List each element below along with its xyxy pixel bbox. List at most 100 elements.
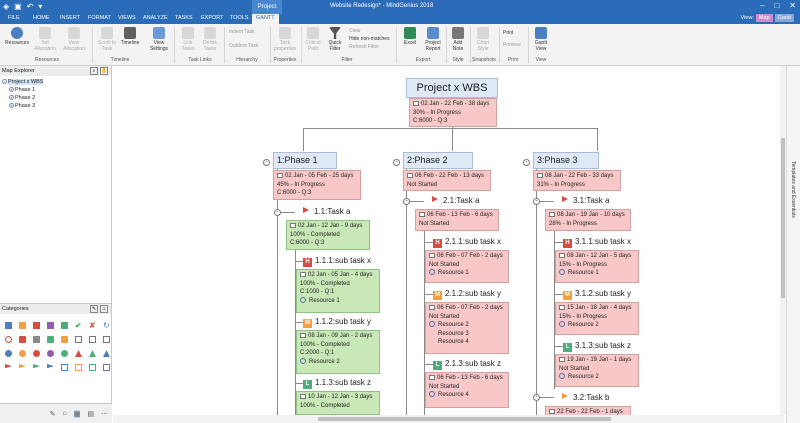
- tree-item-phase-3[interactable]: + Phase 3: [9, 103, 36, 109]
- task-3-2-info-card[interactable]: 22 Feb - 22 Feb - 1 days: [545, 406, 631, 415]
- subtask-3-1-1[interactable]: H 3.1.1:sub task x: [563, 237, 631, 248]
- root-topic[interactable]: Project x WBS: [406, 78, 498, 98]
- add-note-button[interactable]: Add Note: [448, 27, 468, 52]
- subtask-2-1-1-info-card[interactable]: 06 Feb - 07 Feb - 2 days Not Started Res…: [425, 250, 509, 283]
- excel-export-button[interactable]: Excel: [400, 27, 420, 46]
- green-circle-icon[interactable]: [61, 350, 68, 357]
- pen-icon[interactable]: ✎: [49, 410, 56, 418]
- pin-icon[interactable]: ⊥: [100, 305, 108, 313]
- critical-path-button[interactable]: Critical Path: [303, 27, 323, 52]
- horizontal-scrollbar[interactable]: [113, 415, 784, 423]
- tab-gantt[interactable]: GANTT: [252, 14, 279, 24]
- tab-tools[interactable]: TOOLS: [230, 15, 249, 21]
- note-icon[interactable]: [103, 336, 110, 343]
- task-2-1-info-card[interactable]: 06 Feb - 13 Feb - 6 days Not Started: [415, 209, 499, 231]
- more-icon[interactable]: ⋯: [101, 410, 108, 418]
- set-allocation-button[interactable]: Set Allocation: [33, 27, 57, 52]
- green-flag-icon[interactable]: [33, 364, 40, 369]
- blue-circle-icon[interactable]: [5, 350, 12, 357]
- grid-icon[interactable]: ▤: [87, 410, 94, 418]
- cross-icon[interactable]: ✘: [89, 321, 96, 330]
- hide-non-matches-checkbox[interactable]: Hide non-matches: [349, 36, 390, 42]
- expand-icon[interactable]: +: [9, 87, 14, 93]
- tab-format[interactable]: FORMAT: [88, 15, 111, 21]
- phase-3-topic[interactable]: 3:Phase 3: [533, 152, 599, 169]
- grey-square-icon[interactable]: [33, 336, 40, 343]
- collapse-icon[interactable]: -: [523, 159, 530, 166]
- blue-box-icon[interactable]: [61, 364, 68, 371]
- map-view-button[interactable]: Map: [755, 14, 773, 22]
- preview-button[interactable]: Preview: [503, 42, 521, 48]
- subtask-2-1-2[interactable]: M 2.1.2:sub task y: [433, 289, 502, 300]
- green-square-icon[interactable]: [61, 322, 68, 329]
- scroll-to-task-button[interactable]: Scroll to Task: [96, 27, 118, 52]
- subtask-3-1-1-info-card[interactable]: 08 Jan - 12 Jan - 5 days 15% - In Progre…: [555, 250, 639, 283]
- red-triangle-icon[interactable]: [75, 350, 82, 357]
- green-box-icon[interactable]: [89, 364, 96, 371]
- tab-insert[interactable]: INSERT: [60, 15, 81, 21]
- collapse-icon[interactable]: -: [274, 209, 281, 216]
- expand-icon[interactable]: +: [9, 103, 14, 109]
- medium-priority-icon[interactable]: [61, 336, 68, 343]
- green-triangle-icon[interactable]: [89, 350, 96, 357]
- expand-icon[interactable]: +: [9, 95, 14, 101]
- task-3-1[interactable]: 3.1:Task a: [562, 196, 609, 206]
- phase-1-info-card[interactable]: 02 Jan - 05 Feb - 25 days 45% - In Progr…: [273, 170, 361, 200]
- no-entry-icon[interactable]: [5, 336, 12, 343]
- purple-square-icon[interactable]: [47, 322, 54, 329]
- refresh-icon[interactable]: ↻: [103, 321, 110, 330]
- project-report-button[interactable]: Project Report: [422, 27, 444, 52]
- maximize-icon[interactable]: □: [774, 1, 780, 10]
- link-tasks-button[interactable]: Link Tasks: [178, 27, 198, 52]
- templates-panel-label[interactable]: Templates and Essentials: [790, 161, 796, 218]
- undo-icon[interactable]: ↶: [26, 2, 34, 11]
- subtask-1-1-2[interactable]: M 1.1.2:sub task y: [303, 317, 372, 328]
- subtask-3-1-3-info-card[interactable]: 19 Jan - 19 Jan - 1 days Not Started Res…: [555, 354, 639, 387]
- subtask-1-1-1[interactable]: H 1.1.1:sub task x: [303, 256, 371, 267]
- close-icon[interactable]: ✕: [789, 1, 796, 10]
- red-flag-icon[interactable]: [5, 364, 12, 369]
- pen-icon[interactable]: ✎: [90, 305, 98, 313]
- tab-tasks[interactable]: TASKS: [175, 15, 193, 21]
- vertical-scrollbar[interactable]: [780, 66, 786, 415]
- timeline-button[interactable]: Timeline: [119, 27, 141, 46]
- subtask-3-1-3[interactable]: L 3.1.3:sub task z: [563, 341, 631, 352]
- calendar-icon[interactable]: [89, 336, 96, 343]
- tab-home[interactable]: HOME: [33, 15, 50, 21]
- subtask-3-1-2[interactable]: M 3.1.2:sub task y: [563, 289, 632, 300]
- subtask-1-1-3[interactable]: L 1.1.3:sub task z: [303, 378, 371, 389]
- task-1-1-info-card[interactable]: 02 Jan - 12 Jan - 9 days 100% - Complete…: [286, 220, 370, 250]
- blue-flag-icon[interactable]: [47, 364, 54, 369]
- quick-filter-button[interactable]: Quick Filter: [325, 27, 345, 52]
- subtask-2-1-1[interactable]: H 2.1.1:sub task x: [433, 237, 501, 248]
- collapse-icon[interactable]: -: [263, 159, 270, 166]
- customize-icon[interactable]: ▾: [38, 2, 43, 11]
- delink-tasks-button[interactable]: Delink Tasks: [200, 27, 220, 52]
- clear-filter-button[interactable]: Clear: [349, 28, 361, 34]
- blue-triangle-icon[interactable]: [103, 350, 110, 357]
- gantt-view-button[interactable]: Gantt: [774, 14, 794, 22]
- phase-3-info-card[interactable]: 08 Jan - 22 Feb - 33 days 31% - In Progr…: [533, 170, 621, 191]
- purple-circle-icon[interactable]: [47, 350, 54, 357]
- view-allocation-button[interactable]: View Allocation: [60, 27, 88, 52]
- save-icon[interactable]: ▣: [14, 2, 22, 11]
- view-settings-button[interactable]: View Settings: [148, 27, 170, 52]
- orange-box-icon[interactable]: [75, 364, 82, 371]
- chart-style-button[interactable]: Chart Style: [472, 27, 494, 52]
- map-canvas[interactable]: Project x WBS 02 Jan - 22 Feb - 38 days …: [113, 66, 784, 415]
- gantt-view-ribbon-button[interactable]: Gantt View: [531, 27, 551, 52]
- collapse-icon[interactable]: -: [533, 198, 540, 205]
- root-info-card[interactable]: 02 Jan - 22 Feb - 38 days 30% - In Progr…: [409, 98, 497, 127]
- tree-item-phase-1[interactable]: + Phase 1: [9, 87, 36, 93]
- task-3-1-info-card[interactable]: 08 Jan - 19 Jan - 10 days 28% - In Progr…: [545, 209, 631, 231]
- subtask-1-1-3-info-card[interactable]: 10 Jan - 12 Jan - 3 days 100% - Complete…: [296, 391, 380, 415]
- phase-1-topic[interactable]: 1:Phase 1: [273, 152, 337, 169]
- horizontal-scroll-thumb[interactable]: [318, 417, 611, 421]
- phase-2-info-card[interactable]: 06 Feb - 22 Feb - 13 days Not Started: [403, 170, 491, 191]
- red-square-icon[interactable]: [33, 322, 40, 329]
- task-3-2[interactable]: 3.2:Task b: [562, 393, 609, 403]
- tab-views[interactable]: VIEWS: [118, 15, 136, 21]
- subtask-3-1-2-info-card[interactable]: 15 Jan - 18 Jan - 4 days 15% - In Progre…: [555, 302, 639, 335]
- hand-icon[interactable]: ✋: [100, 67, 108, 75]
- outdent-task-button[interactable]: Outdent Task: [229, 43, 259, 49]
